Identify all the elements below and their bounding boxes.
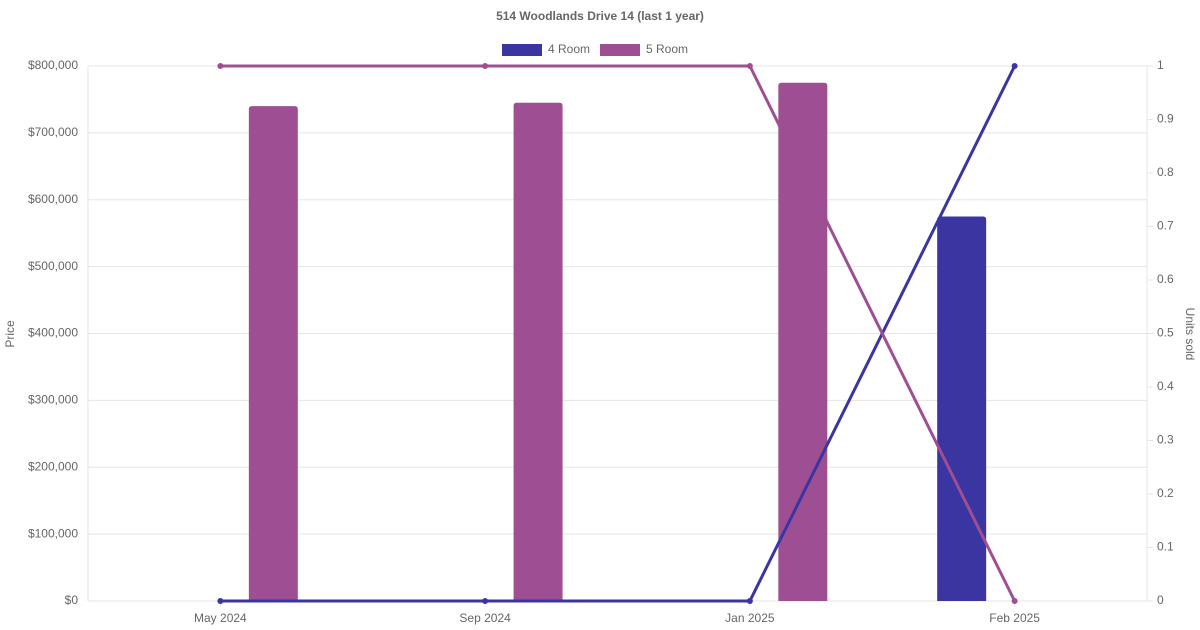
point	[217, 598, 224, 604]
line	[220, 64, 1016, 602]
y2-tick-label: 0.5	[1157, 326, 1174, 340]
point	[482, 598, 489, 604]
y2-tick-label: 0.1	[1157, 540, 1174, 554]
point	[746, 598, 753, 604]
y2-tick-label: 0	[1157, 593, 1164, 607]
y2-tick-label: 0.8	[1157, 165, 1174, 179]
point	[1011, 598, 1018, 604]
y2-tick-label: 0.6	[1157, 272, 1174, 286]
point	[482, 63, 489, 69]
y-axis-title: Price	[3, 320, 17, 348]
y2-tick-label: 0.7	[1157, 219, 1174, 233]
x-tick-label: May 2024	[194, 611, 247, 625]
y2-axis-title: Units sold	[1183, 308, 1197, 361]
x-tick-label: Jan 2025	[725, 611, 775, 625]
y-tick-label: $700,000	[28, 125, 78, 139]
bar	[778, 82, 828, 601]
y2-tick-label: 0.9	[1157, 112, 1174, 126]
y-tick-label: $400,000	[28, 326, 78, 340]
legend-label: 4 Room	[548, 42, 590, 56]
legend-label: 5 Room	[646, 42, 688, 56]
chart-title: 514 Woodlands Drive 14 (last 1 year)	[496, 9, 704, 23]
bar	[513, 102, 563, 601]
x-tick-label: Feb 2025	[989, 611, 1040, 625]
y-tick-label: $200,000	[28, 459, 78, 473]
y2-tick-label: 1	[1157, 58, 1164, 72]
y-tick-label: $500,000	[28, 259, 78, 273]
point	[217, 63, 224, 69]
y2-tick-label: 0.4	[1157, 379, 1174, 393]
y2-tick-label: 0.2	[1157, 486, 1174, 500]
y-tick-label: $100,000	[28, 526, 78, 540]
y-tick-label: $0	[65, 593, 79, 607]
y-tick-label: $600,000	[28, 192, 78, 206]
bar	[248, 106, 298, 601]
x-tick-label: Sep 2024	[459, 611, 511, 625]
point	[1011, 63, 1018, 69]
point	[746, 63, 753, 69]
legend-swatch	[600, 44, 640, 56]
y-tick-label: $800,000	[28, 58, 78, 72]
bar	[937, 216, 987, 601]
y-tick-label: $300,000	[28, 393, 78, 407]
y2-tick-label: 0.3	[1157, 433, 1174, 447]
legend-swatch	[502, 44, 542, 56]
